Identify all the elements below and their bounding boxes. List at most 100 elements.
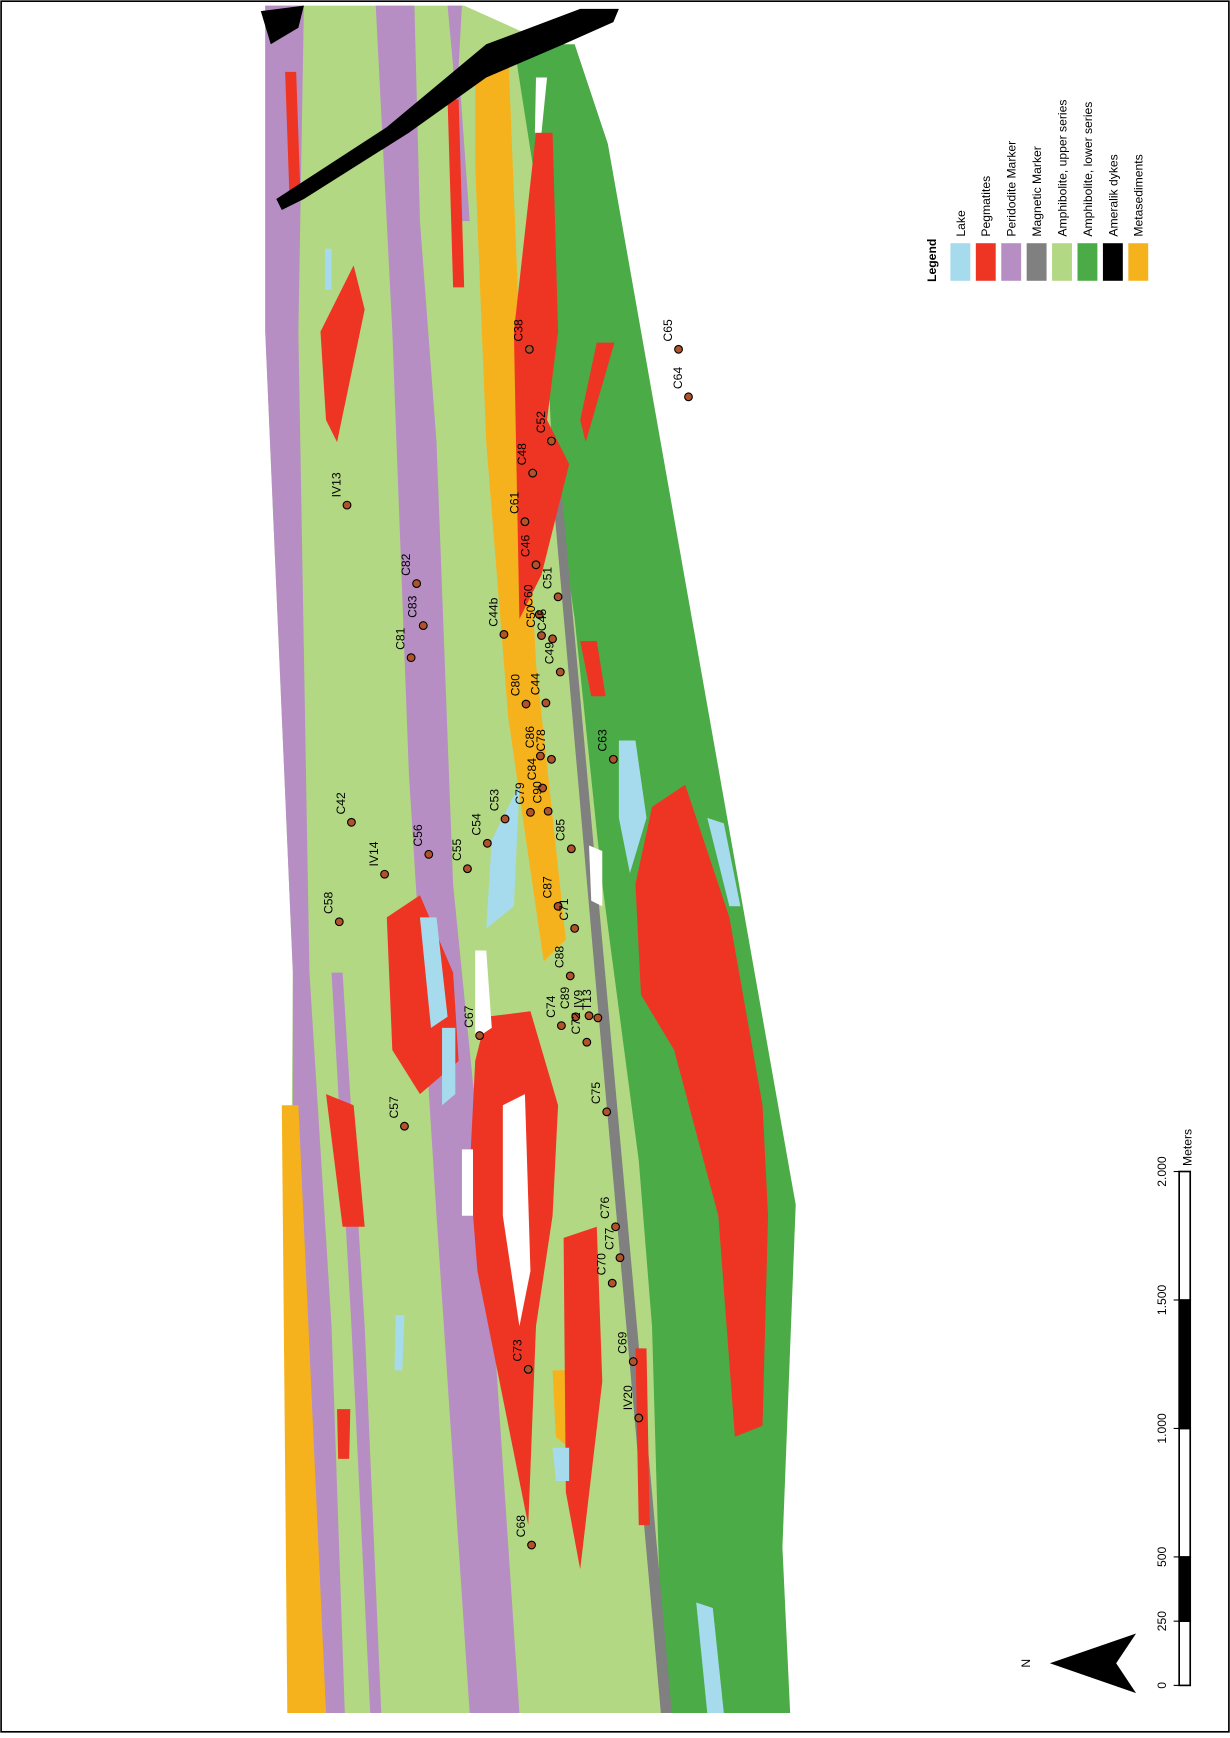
sample-label: C58	[322, 892, 336, 915]
sample-point	[500, 631, 508, 639]
sample-label: C76	[598, 1197, 612, 1220]
sample-point	[522, 700, 530, 708]
scale-tick-label: 1.000	[1155, 1413, 1169, 1444]
sample-label: T13	[580, 989, 594, 1010]
geology-unit	[462, 1149, 473, 1215]
sample-label: C55	[450, 838, 464, 861]
legend-swatch	[950, 243, 970, 281]
legend-label: Pegmatites	[979, 176, 993, 237]
sample-label: C60	[522, 584, 536, 607]
sample-label: C46	[518, 535, 532, 558]
scale-segment	[1179, 1428, 1190, 1556]
sample-point	[567, 845, 575, 853]
sample-point	[348, 818, 356, 826]
sample-label: C44	[528, 673, 542, 696]
sample-label: C48	[515, 443, 529, 466]
sample-label: C73	[511, 1339, 525, 1362]
legend-label: Peridodite Marker	[1005, 141, 1019, 237]
geological-map: C38C65C64C52C48IV13C61C46C82C51C83C44bC6…	[0, 0, 1230, 1733]
sample-point	[548, 437, 556, 445]
sample-point	[343, 501, 351, 509]
sample-point	[483, 839, 491, 847]
sample-label: IV13	[329, 472, 343, 497]
legend-swatch	[1103, 243, 1123, 281]
sample-point	[594, 1014, 602, 1022]
sample-point	[558, 1022, 566, 1030]
legend-label: Magnetic Marker	[1030, 146, 1044, 236]
geology-unit	[325, 249, 332, 290]
sample-point	[556, 668, 564, 676]
sample-label: C54	[470, 813, 484, 836]
sample-label: C79	[513, 782, 527, 805]
sample-label: C74	[544, 995, 558, 1018]
sample-point	[566, 972, 574, 980]
sample-label: C65	[661, 319, 675, 342]
sample-point	[616, 1254, 624, 1262]
sample-point	[675, 345, 683, 353]
sample-point	[571, 925, 579, 933]
scale-tick-label: 250	[1155, 1611, 1169, 1632]
geology-unit	[337, 1409, 350, 1459]
scale-tick-label: 500	[1155, 1547, 1169, 1568]
sample-point	[527, 808, 535, 816]
sample-label: C68	[514, 1515, 528, 1538]
scale-segment	[1179, 1172, 1190, 1300]
sample-label: C87	[540, 876, 554, 899]
sample-point	[532, 561, 540, 569]
sample-point	[635, 1414, 643, 1422]
legend-swatch	[1001, 243, 1021, 281]
sample-label: C69	[616, 1331, 630, 1354]
sample-point	[528, 1541, 536, 1549]
sample-label: C81	[393, 627, 407, 650]
sample-label: C82	[399, 553, 413, 576]
legend-swatch	[1077, 243, 1097, 281]
sample-label: IV20	[621, 1385, 635, 1410]
sample-point	[629, 1358, 637, 1366]
sample-point	[608, 1279, 616, 1287]
sample-point	[407, 654, 415, 662]
sample-label: C56	[411, 824, 425, 847]
sample-label: C90	[531, 781, 545, 804]
legend-swatch	[1052, 243, 1072, 281]
sample-label: C88	[553, 946, 567, 969]
sample-point	[524, 1365, 532, 1373]
sample-label: C84	[525, 758, 539, 781]
sample-point	[525, 345, 533, 353]
sample-label: C61	[507, 491, 521, 514]
sample-point	[583, 1038, 591, 1046]
legend-label: Amphibolite, lower series	[1081, 102, 1095, 237]
page: C38C65C64C52C48IV13C61C46C82C51C83C44bC6…	[0, 0, 1230, 1733]
scale-tick-label: 2.000	[1155, 1156, 1169, 1187]
scale-segment	[1179, 1300, 1190, 1428]
sample-point	[521, 518, 529, 526]
north-label: N	[1019, 1659, 1033, 1668]
sample-point	[464, 865, 472, 873]
sample-label: C49	[543, 642, 557, 665]
sample-label: IV14	[367, 841, 381, 866]
sample-label: C70	[595, 1253, 609, 1276]
legend-label: Metasediments	[1132, 154, 1146, 236]
sample-point	[685, 393, 693, 401]
scale-unit: Meters	[1180, 1129, 1194, 1166]
legend-label: Amphibolite, upper series	[1055, 100, 1069, 237]
sample-label: C71	[557, 898, 571, 921]
sample-point	[476, 1032, 484, 1040]
sample-label: C85	[554, 819, 568, 842]
legend-label: Lake	[954, 210, 968, 237]
sample-label: C77	[602, 1227, 616, 1250]
sample-point	[529, 469, 537, 477]
sample-point	[544, 807, 552, 815]
scale-segment	[1179, 1557, 1190, 1621]
geology-unit	[442, 1028, 455, 1105]
sample-label: C42	[334, 792, 348, 815]
sample-label: C89	[558, 987, 572, 1010]
sample-label: C75	[589, 1082, 603, 1105]
sample-label: C63	[596, 729, 610, 752]
sample-label: C83	[406, 595, 420, 618]
sample-point	[335, 918, 343, 926]
sample-label: C72	[569, 1012, 583, 1035]
sample-point	[419, 622, 427, 630]
sample-label: C50	[524, 605, 538, 628]
sample-point	[401, 1122, 409, 1130]
scale-tick-label: 0	[1155, 1682, 1169, 1689]
